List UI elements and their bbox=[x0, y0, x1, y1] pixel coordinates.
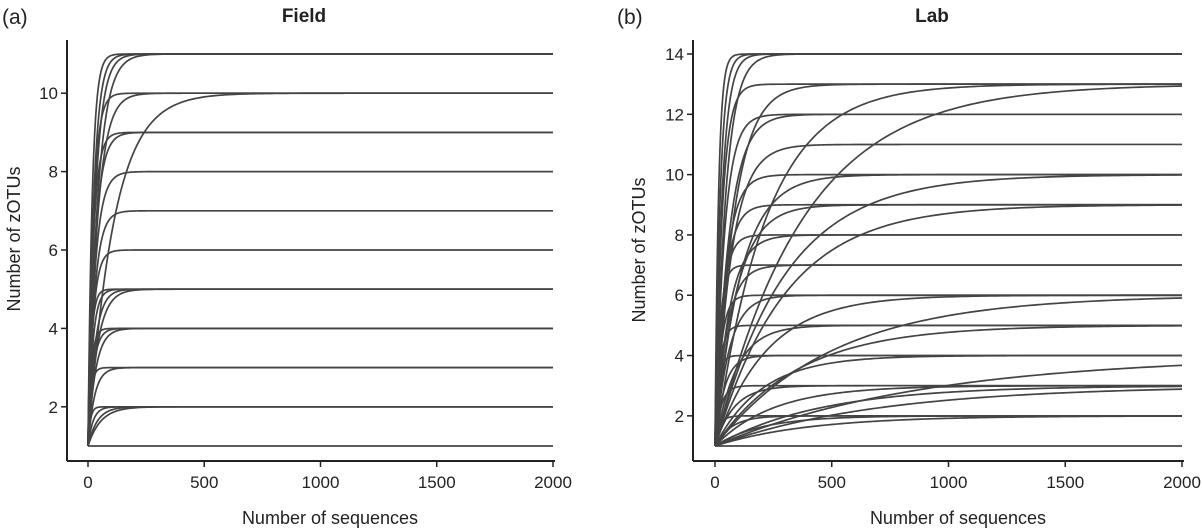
x-tick-label-lab-0: 0 bbox=[710, 473, 719, 492]
x-tick-label-field-0: 0 bbox=[83, 473, 92, 492]
x-tick-label-lab-2000: 2000 bbox=[1163, 473, 1201, 492]
series-line-lab-17 bbox=[714, 234, 1182, 446]
chart-title-field: Field bbox=[282, 6, 326, 27]
series-line-lab-40 bbox=[714, 415, 1183, 447]
x-axis-label-field: Number of sequences bbox=[242, 508, 418, 528]
y-tick-label-field-2: 2 bbox=[49, 398, 58, 417]
y-axis-label-lab: Number of zOTUs bbox=[629, 177, 649, 322]
series-line-lab-13 bbox=[714, 174, 1183, 447]
series-line-lab-9 bbox=[714, 113, 1182, 446]
y-tick-label-field-8: 8 bbox=[49, 163, 58, 182]
y-tick-label-lab-2: 2 bbox=[675, 407, 684, 426]
x-tick-label-field-500: 500 bbox=[190, 473, 218, 492]
series-line-field-16 bbox=[87, 327, 553, 446]
axes-lab: 0 500 1000 1500 2000 2 4 6 8 10 12 14 bbox=[665, 40, 1201, 492]
series-line-lab-8 bbox=[714, 113, 1182, 446]
series-line-lab-34 bbox=[714, 384, 1182, 447]
y-tick-label-lab-4: 4 bbox=[675, 347, 684, 366]
series-line-field-10 bbox=[87, 209, 553, 446]
series-line-lab-12 bbox=[714, 173, 1182, 447]
series-line-field-20 bbox=[87, 366, 553, 447]
series-line-lab-30 bbox=[714, 354, 1182, 447]
x-tick-label-lab-1500: 1500 bbox=[1046, 473, 1084, 492]
series-line-lab-11 bbox=[714, 173, 1182, 446]
series-line-field-21 bbox=[87, 405, 553, 447]
panel-lab: (b) Lab Number of zOTUs Number of sequen… bbox=[617, 6, 1201, 528]
curves-lab bbox=[714, 53, 1183, 447]
series-line-lab-20 bbox=[714, 264, 1182, 447]
panel-field: (a) Field Number of zOTUs Number of sequ… bbox=[2, 6, 572, 528]
series-line-lab-10 bbox=[714, 143, 1182, 446]
axes-field: 0 500 1000 1500 2000 2 4 6 8 10 bbox=[39, 40, 572, 492]
series-line-field-8 bbox=[87, 131, 553, 446]
panel-letter-b: (b) bbox=[617, 6, 643, 29]
chart-title-lab: Lab bbox=[915, 6, 949, 27]
x-tick-label-field-1500: 1500 bbox=[418, 473, 456, 492]
y-tick-label-field-10: 10 bbox=[39, 84, 58, 103]
series-line-lab-3 bbox=[714, 53, 1182, 446]
y-tick-label-lab-12: 12 bbox=[665, 105, 684, 124]
series-line-field-5 bbox=[87, 92, 553, 446]
series-line-field-18 bbox=[87, 327, 553, 447]
series-line-field-6 bbox=[87, 92, 553, 447]
x-axis-label-lab: Number of sequences bbox=[870, 508, 1046, 528]
y-tick-label-lab-6: 6 bbox=[675, 286, 684, 305]
series-line-field-11 bbox=[87, 249, 553, 446]
series-line-lab-39 bbox=[714, 415, 1182, 447]
y-axis-label-field: Number of zOTUs bbox=[4, 166, 24, 311]
x-tick-label-field-1000: 1000 bbox=[302, 473, 340, 492]
curves-field bbox=[87, 53, 553, 447]
y-tick-label-lab-10: 10 bbox=[665, 166, 684, 185]
series-line-lab-18 bbox=[714, 234, 1182, 447]
series-line-field-23 bbox=[87, 405, 553, 447]
series-line-field-22 bbox=[87, 405, 553, 447]
panel-letter-a: (a) bbox=[2, 6, 28, 29]
series-line-lab-26 bbox=[714, 324, 1182, 447]
series-line-field-9 bbox=[87, 170, 553, 446]
series-line-field-4 bbox=[87, 92, 553, 446]
series-line-field-24 bbox=[87, 405, 553, 447]
y-tick-label-lab-8: 8 bbox=[675, 226, 684, 245]
series-line-field-17 bbox=[87, 327, 553, 446]
y-tick-label-field-4: 4 bbox=[49, 319, 58, 338]
series-line-lab-16 bbox=[714, 204, 1183, 447]
x-tick-label-lab-500: 500 bbox=[818, 473, 846, 492]
x-tick-label-lab-1000: 1000 bbox=[930, 473, 968, 492]
y-tick-label-lab-14: 14 bbox=[665, 45, 684, 64]
x-tick-label-field-2000: 2000 bbox=[534, 473, 572, 492]
y-tick-label-field-6: 6 bbox=[49, 241, 58, 260]
series-line-lab-24 bbox=[714, 297, 1183, 447]
